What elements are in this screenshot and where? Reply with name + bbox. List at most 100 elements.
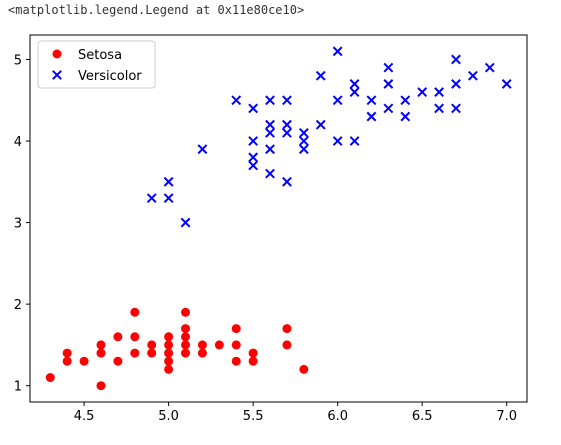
versicolor-point bbox=[451, 54, 461, 65]
setosa-point bbox=[113, 332, 123, 342]
versicolor-point bbox=[282, 95, 292, 106]
versicolor-point bbox=[265, 144, 275, 155]
setosa-point bbox=[79, 356, 89, 366]
versicolor-point bbox=[332, 95, 343, 106]
setosa-point bbox=[214, 340, 224, 350]
versicolor-point bbox=[248, 160, 259, 171]
versicolor-point bbox=[467, 70, 478, 81]
setosa-point bbox=[164, 356, 174, 366]
versicolor-point bbox=[501, 79, 512, 89]
versicolor-point bbox=[248, 152, 259, 163]
legend-marker-setosa bbox=[52, 49, 62, 59]
y-tick-label: 2 bbox=[14, 298, 22, 313]
versicolor-point bbox=[451, 103, 461, 114]
plot-area bbox=[29, 34, 528, 403]
legend-label: Setosa bbox=[78, 48, 122, 63]
setosa-point bbox=[231, 324, 241, 334]
versicolor-point bbox=[282, 127, 292, 138]
y-tick-label: 1 bbox=[14, 380, 22, 395]
versicolor-point bbox=[400, 95, 411, 106]
setosa-point bbox=[197, 340, 207, 350]
versicolor-point bbox=[265, 127, 275, 138]
y-tick-label: 5 bbox=[14, 53, 22, 68]
x-tick-label: 5.0 bbox=[158, 409, 179, 424]
versicolor-point bbox=[298, 144, 309, 155]
x-tick-label: 6.5 bbox=[412, 409, 433, 424]
versicolor-point bbox=[349, 87, 360, 97]
setosa-point bbox=[181, 348, 191, 358]
x-tick-label: 5.5 bbox=[243, 409, 264, 424]
series-versicolor bbox=[146, 46, 512, 228]
versicolor-point bbox=[332, 136, 343, 146]
setosa-point bbox=[96, 381, 106, 391]
versicolor-point bbox=[451, 79, 461, 89]
setosa-point bbox=[130, 307, 140, 317]
y-tick-label: 4 bbox=[14, 135, 22, 150]
setosa-point bbox=[282, 324, 292, 334]
setosa-point bbox=[248, 356, 258, 366]
versicolor-point bbox=[282, 176, 292, 187]
versicolor-point bbox=[366, 111, 377, 122]
setosa-point bbox=[130, 332, 140, 342]
setosa-point bbox=[299, 364, 309, 374]
setosa-point bbox=[164, 340, 174, 350]
series-setosa bbox=[45, 307, 309, 391]
setosa-point bbox=[147, 348, 157, 358]
versicolor-point bbox=[298, 136, 309, 146]
versicolor-point bbox=[163, 193, 174, 204]
setosa-point bbox=[181, 332, 191, 342]
setosa-point bbox=[96, 348, 106, 358]
setosa-point bbox=[164, 332, 174, 342]
versicolor-point bbox=[366, 95, 377, 106]
setosa-point bbox=[130, 348, 140, 358]
versicolor-point bbox=[349, 136, 360, 146]
versicolor-point bbox=[315, 119, 326, 130]
x-tick-label: 6.0 bbox=[327, 409, 348, 424]
setosa-point bbox=[231, 356, 241, 366]
versicolor-point bbox=[332, 46, 343, 57]
versicolor-point bbox=[484, 62, 495, 73]
versicolor-point bbox=[383, 62, 394, 73]
versicolor-point bbox=[417, 87, 428, 97]
versicolor-point bbox=[349, 79, 360, 89]
x-tick-label: 4.5 bbox=[74, 409, 95, 424]
setosa-point bbox=[282, 340, 292, 350]
legend-label: Versicolor bbox=[78, 69, 142, 84]
setosa-point bbox=[197, 348, 207, 358]
versicolor-point bbox=[163, 176, 174, 187]
y-axis: 1 2 3 4 5 bbox=[14, 53, 30, 395]
setosa-point bbox=[181, 324, 191, 334]
versicolor-point bbox=[231, 95, 242, 106]
setosa-point bbox=[181, 307, 191, 317]
setosa-point bbox=[248, 348, 258, 358]
versicolor-point bbox=[265, 95, 275, 106]
versicolor-point bbox=[383, 103, 394, 114]
setosa-point bbox=[45, 373, 55, 383]
versicolor-point bbox=[298, 127, 309, 138]
setosa-point bbox=[164, 348, 174, 358]
legend-marker-versicolor bbox=[52, 70, 62, 80]
output-repr-text: <matplotlib.legend.Legend at 0x11e80ce10… bbox=[8, 3, 305, 17]
versicolor-point bbox=[265, 168, 275, 179]
setosa-point bbox=[96, 340, 106, 350]
versicolor-point bbox=[315, 70, 326, 81]
versicolor-point bbox=[434, 103, 445, 114]
versicolor-point bbox=[197, 144, 208, 155]
versicolor-point bbox=[180, 217, 191, 228]
legend-frame bbox=[37, 40, 156, 89]
versicolor-point bbox=[265, 119, 275, 130]
versicolor-point bbox=[248, 103, 259, 114]
versicolor-point bbox=[383, 79, 394, 89]
setosa-point bbox=[113, 356, 123, 366]
versicolor-point bbox=[248, 136, 259, 146]
versicolor-point bbox=[434, 87, 445, 97]
x-tick-label: 7.0 bbox=[496, 409, 517, 424]
setosa-point bbox=[147, 340, 157, 350]
legend: Setosa Versicolor bbox=[37, 40, 156, 89]
y-tick-label: 3 bbox=[14, 217, 22, 232]
setosa-point bbox=[181, 340, 191, 350]
versicolor-point bbox=[146, 193, 157, 204]
setosa-point bbox=[164, 364, 174, 374]
versicolor-point bbox=[282, 119, 292, 130]
